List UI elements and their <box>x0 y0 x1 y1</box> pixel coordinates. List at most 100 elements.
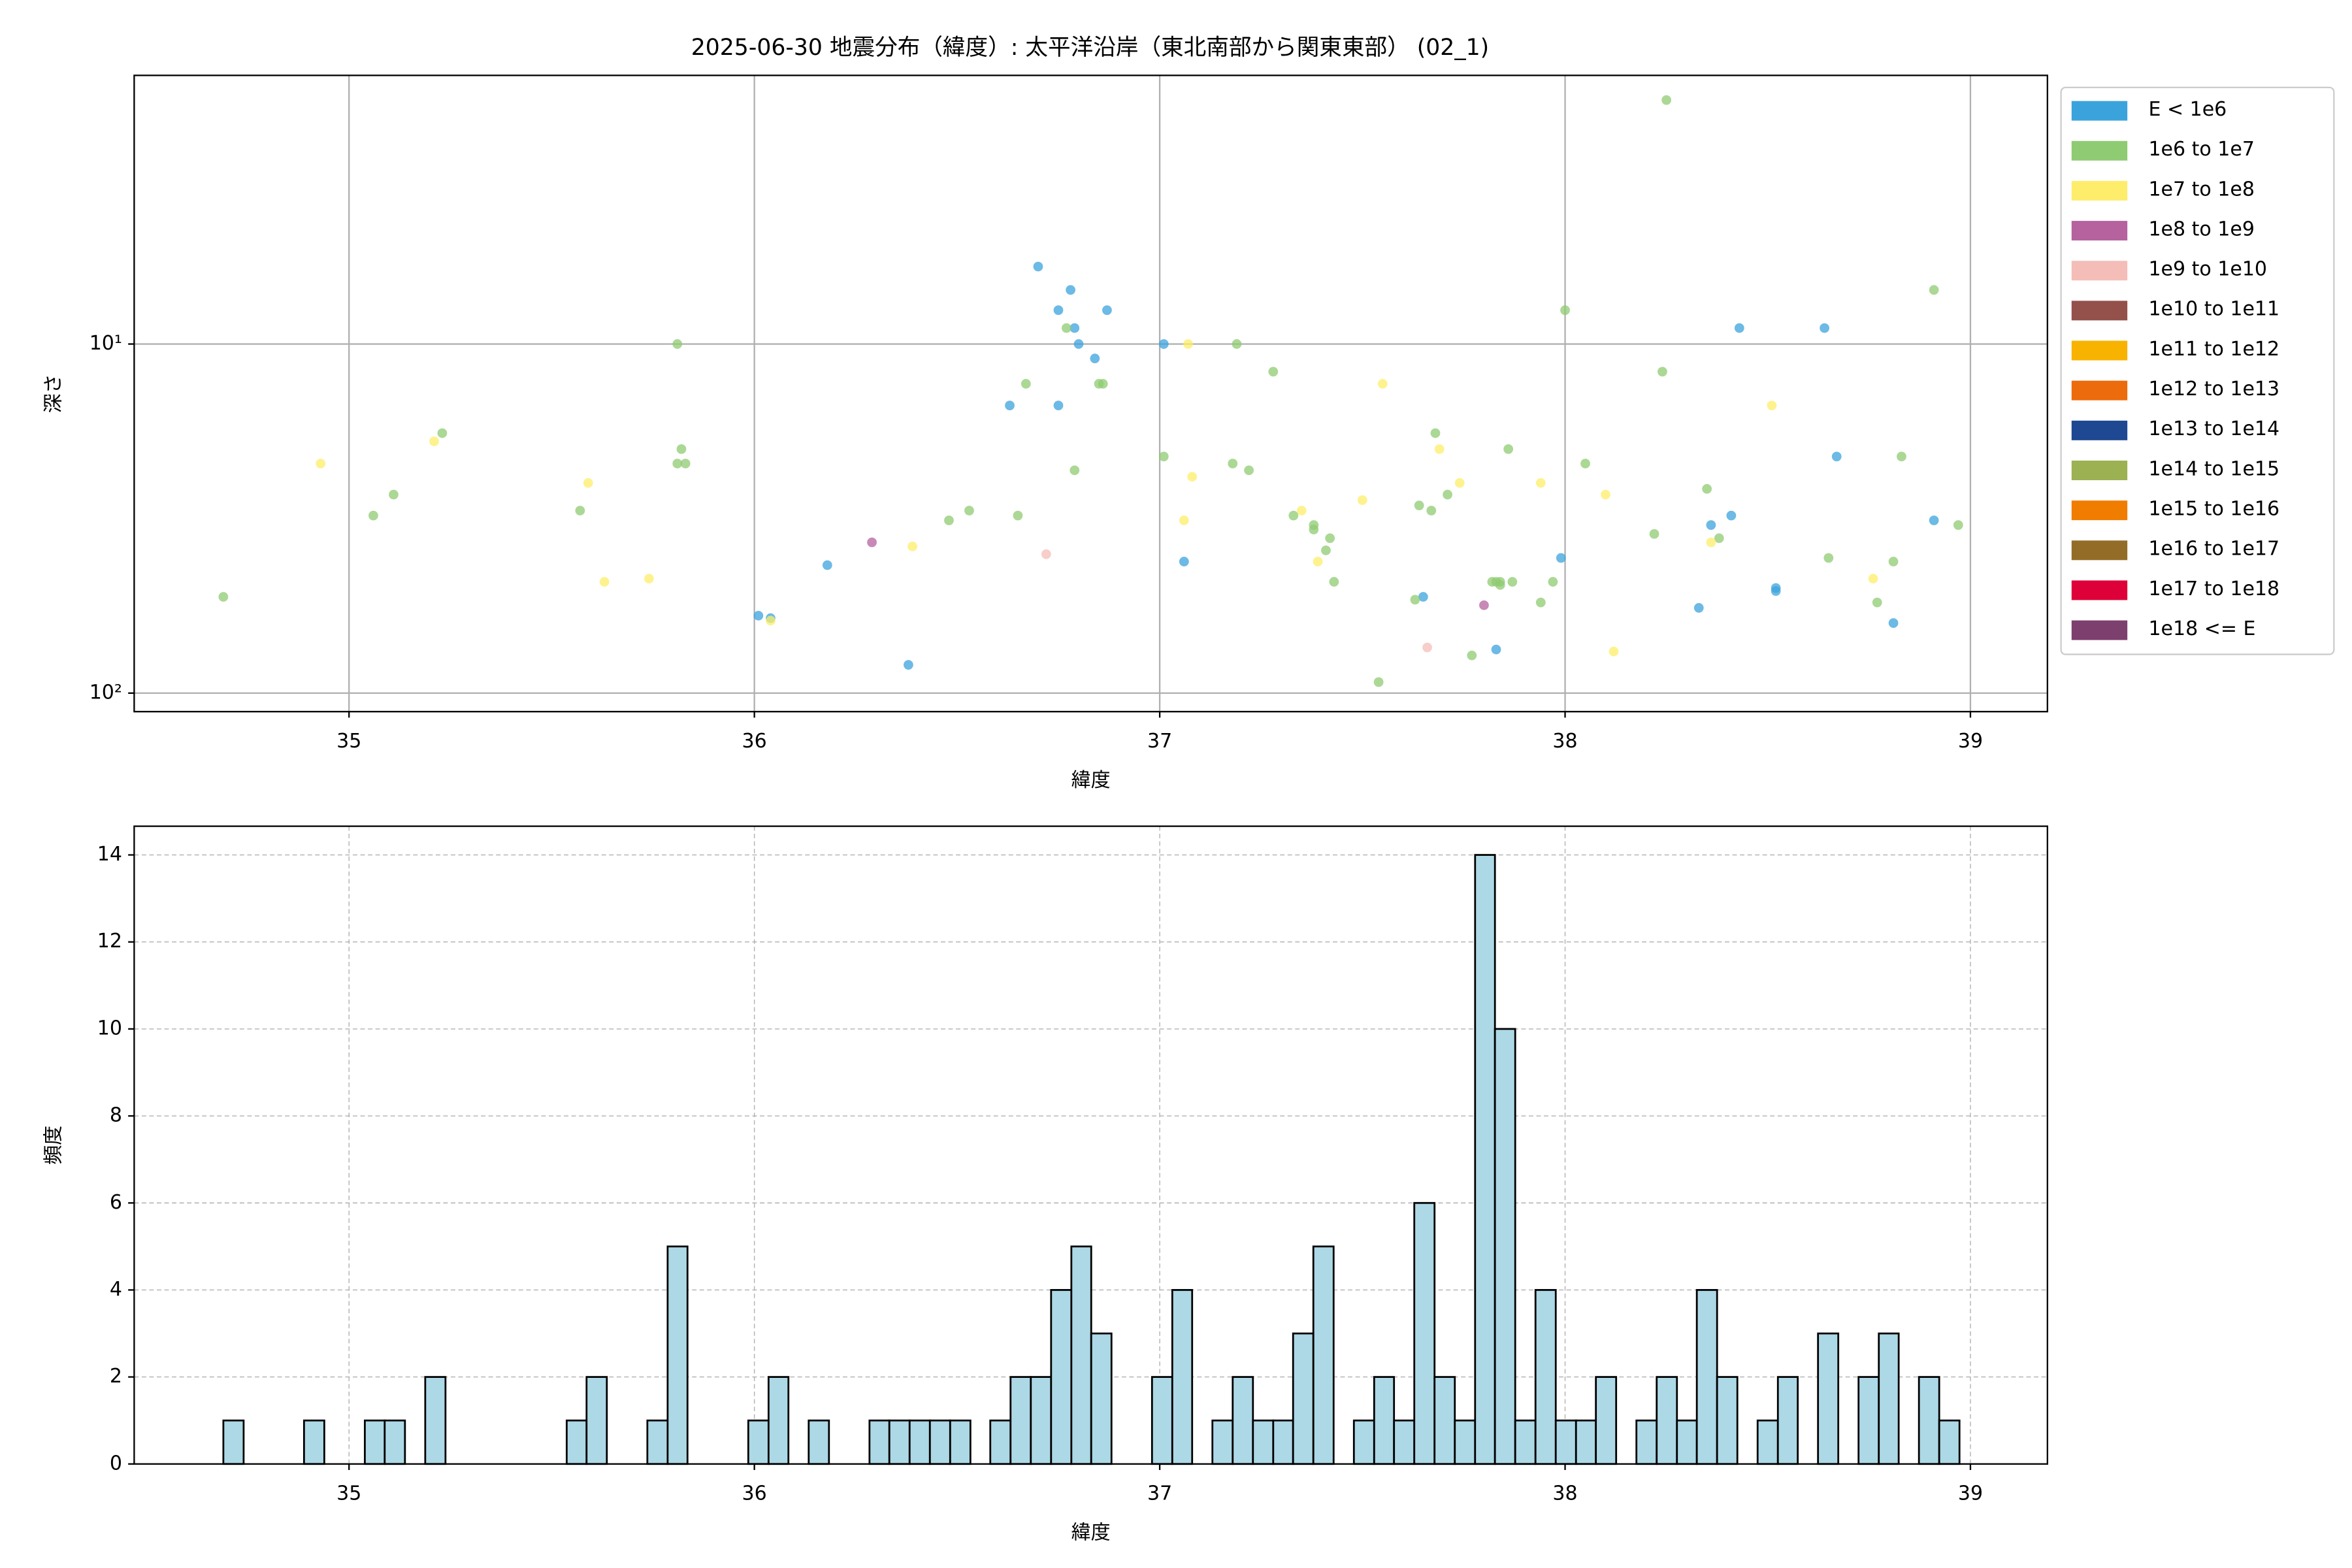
scatter-point <box>599 577 610 587</box>
scatter-point <box>1244 465 1254 476</box>
histogram-bar <box>1413 1201 1436 1465</box>
scatter-point <box>822 560 832 570</box>
scatter-point <box>1767 400 1777 411</box>
histogram-bar <box>1352 1419 1375 1465</box>
histogram-bar <box>888 1419 911 1465</box>
scatter-point <box>964 506 974 515</box>
scatter-point <box>1693 603 1704 613</box>
histogram-bar <box>1716 1376 1739 1465</box>
legend-label: 1e13 to 1e14 <box>2148 417 2279 440</box>
scatter-point <box>867 537 877 547</box>
scatter-point <box>904 660 913 670</box>
legend-swatch <box>2071 380 2128 400</box>
scatter-point <box>1888 557 1899 566</box>
legend-swatch <box>2071 101 2128 121</box>
scatter-point <box>1929 515 1939 525</box>
scatter-point <box>1868 574 1878 584</box>
scatter-point <box>1714 533 1724 544</box>
scatter-point <box>575 506 585 515</box>
scatter-point <box>907 541 918 551</box>
scatter-point <box>766 615 776 626</box>
scatter-point <box>1726 510 1737 521</box>
histogram-bar <box>1857 1376 1880 1465</box>
legend-label: 1e7 to 1e8 <box>2148 178 2254 201</box>
scatter-point <box>1535 597 1546 608</box>
y-tick-label: 0 <box>110 1452 122 1475</box>
scatter-point <box>1013 510 1023 521</box>
y-axis-label: 深さ <box>42 374 65 413</box>
scatter-point <box>1888 618 1899 629</box>
histogram-bar <box>222 1419 245 1465</box>
y-tick-label: 10² <box>90 681 122 704</box>
histogram-bar <box>1656 1376 1678 1465</box>
legend-frame <box>2060 86 2335 655</box>
x-tick-label: 38 <box>1552 1482 1577 1505</box>
scatter-point <box>672 459 683 468</box>
legend-swatch <box>2071 500 2128 521</box>
histogram-bar <box>1312 1245 1335 1465</box>
axes-frame <box>133 74 2048 713</box>
scatter-point <box>1560 305 1570 316</box>
scatter-point <box>1649 529 1659 539</box>
legend-swatch <box>2071 461 2128 480</box>
histogram-bar <box>585 1376 608 1465</box>
scatter-point <box>1609 646 1619 657</box>
y-tick-label: 8 <box>110 1104 122 1127</box>
histogram-bar <box>566 1419 588 1465</box>
legend-label: 1e18 <= E <box>2148 617 2255 640</box>
scatter-point <box>753 610 764 621</box>
scatter-point <box>1535 478 1546 488</box>
scatter-point <box>1734 323 1744 333</box>
histogram-bar <box>1151 1376 1173 1465</box>
scatter-point <box>1296 506 1307 515</box>
x-tick-label: 37 <box>1147 1482 1172 1505</box>
scatter-point <box>1309 525 1319 534</box>
histogram-bar <box>1050 1289 1073 1465</box>
histogram-bar <box>1918 1376 1940 1465</box>
histogram-bar <box>1252 1419 1275 1465</box>
scatter-point <box>1102 305 1112 316</box>
scatter-point <box>429 436 439 446</box>
histogram-bar <box>1554 1419 1577 1465</box>
y-tick-label: 12 <box>97 930 122 953</box>
scatter-point <box>1872 597 1882 608</box>
scatter-point <box>1507 577 1518 587</box>
scatter-point <box>944 515 954 525</box>
scatter-point <box>1357 495 1367 505</box>
scatter-point <box>1556 553 1566 563</box>
histogram-bar <box>1817 1332 1840 1465</box>
scatter-point <box>1929 285 1939 295</box>
legend-label: 1e6 to 1e7 <box>2148 138 2254 161</box>
histogram-bar <box>928 1419 951 1465</box>
histogram-bar <box>1030 1376 1053 1465</box>
legend-swatch <box>2071 140 2128 161</box>
histogram-bar <box>808 1419 830 1465</box>
legend-swatch <box>2071 261 2128 281</box>
histogram-bar <box>1514 1419 1537 1465</box>
histogram-bar <box>767 1376 790 1465</box>
scatter-point <box>1410 595 1420 605</box>
histogram-bar <box>1534 1289 1557 1465</box>
legend-label: 1e10 to 1e11 <box>2148 298 2279 321</box>
scatter-point <box>1179 557 1189 566</box>
scatter-point <box>1771 586 1781 596</box>
scatter-point <box>1706 537 1716 547</box>
histogram-bar <box>424 1376 447 1465</box>
legend-swatch <box>2071 580 2128 600</box>
legend-label: E < 1e6 <box>2148 98 2227 121</box>
scatter-point <box>1090 353 1100 364</box>
histogram-bar <box>1272 1419 1294 1465</box>
scatter-point <box>1073 339 1084 349</box>
scatter-point <box>1479 600 1489 610</box>
histogram-bar <box>1575 1419 1597 1465</box>
scatter-point <box>1580 459 1590 468</box>
legend-swatch <box>2071 301 2128 321</box>
histogram-bar <box>1776 1376 1799 1465</box>
scatter-point <box>1953 520 1963 530</box>
scatter-point <box>1041 549 1051 559</box>
scatter-point <box>1548 577 1558 587</box>
legend-label: 1e9 to 1e10 <box>2148 258 2267 281</box>
scatter-point <box>1183 339 1193 349</box>
scatter-point <box>1158 451 1169 462</box>
histogram-bar <box>1090 1332 1113 1465</box>
